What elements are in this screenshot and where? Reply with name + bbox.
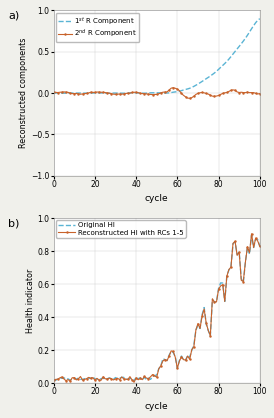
2$^{nd}$ R Component [258,91,261,96]
Reconstructed HI with RCs 1-5 [104,376,107,381]
Original HI [250,232,253,237]
Reconstructed HI with RCs 1-5 [67,377,70,382]
Y-axis label: Reconstructed components: Reconstructed components [19,38,28,148]
Line: Reconstructed HI with RCs 1-5: Reconstructed HI with RCs 1-5 [53,233,261,383]
Legend: 1$^{st}$ R Component, 2$^{nd}$ R Component: 1$^{st}$ R Component, 2$^{nd}$ R Compone… [56,13,139,42]
1$^{st}$ R Component [258,16,261,21]
X-axis label: cycle: cycle [145,194,169,204]
Reconstructed HI with RCs 1-5 [149,374,152,379]
Line: Original HI: Original HI [54,235,260,381]
Y-axis label: Health indicator: Health indicator [25,268,35,333]
Original HI [209,334,212,339]
Legend: Original HI, Reconstructed HI with RCs 1-5: Original HI, Reconstructed HI with RCs 1… [56,220,186,238]
Reconstructed HI with RCs 1-5 [178,359,181,364]
Reconstructed HI with RCs 1-5 [132,380,136,385]
Reconstructed HI with RCs 1-5 [209,333,212,338]
2$^{nd}$ R Component [201,90,204,95]
Reconstructed HI with RCs 1-5 [258,244,261,249]
Text: a): a) [8,10,19,20]
2$^{nd}$ R Component [67,90,70,95]
Reconstructed HI with RCs 1-5 [52,377,55,382]
2$^{nd}$ R Component [188,96,191,101]
Line: 1$^{st}$ R Component: 1$^{st}$ R Component [54,19,260,93]
2$^{nd}$ R Component [172,85,175,90]
Line: 2$^{nd}$ R Component: 2$^{nd}$ R Component [53,87,261,99]
Original HI [258,244,261,249]
1$^{st}$ R Component [67,91,70,96]
1$^{st}$ R Component [104,91,107,96]
2$^{nd}$ R Component [104,90,107,95]
1$^{st}$ R Component [178,89,181,94]
Original HI [198,326,202,331]
1$^{st}$ R Component [149,90,152,95]
Original HI [52,378,55,383]
1$^{st}$ R Component [52,90,55,95]
X-axis label: cycle: cycle [145,402,169,411]
Original HI [149,377,152,382]
Reconstructed HI with RCs 1-5 [250,231,253,236]
2$^{nd}$ R Component [211,94,214,99]
1$^{st}$ R Component [209,74,212,79]
Reconstructed HI with RCs 1-5 [198,326,202,331]
1$^{st}$ R Component [105,91,109,96]
Original HI [132,378,136,383]
2$^{nd}$ R Component [52,90,55,95]
Text: b): b) [8,218,20,228]
2$^{nd}$ R Component [147,92,150,97]
Original HI [67,376,70,381]
2$^{nd}$ R Component [178,88,181,93]
1$^{st}$ R Component [198,80,202,85]
Original HI [104,377,107,382]
Original HI [178,358,181,363]
